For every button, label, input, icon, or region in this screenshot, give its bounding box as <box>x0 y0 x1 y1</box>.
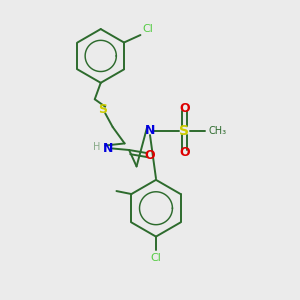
Text: Cl: Cl <box>142 23 153 34</box>
Text: N: N <box>145 124 155 137</box>
Text: O: O <box>145 149 155 163</box>
Text: S: S <box>98 103 107 116</box>
Text: N: N <box>103 142 113 155</box>
Text: Cl: Cl <box>151 253 161 263</box>
Text: O: O <box>179 102 190 115</box>
Text: H: H <box>93 142 100 152</box>
Text: S: S <box>179 124 189 138</box>
Text: O: O <box>179 146 190 160</box>
Text: CH₃: CH₃ <box>208 126 226 136</box>
